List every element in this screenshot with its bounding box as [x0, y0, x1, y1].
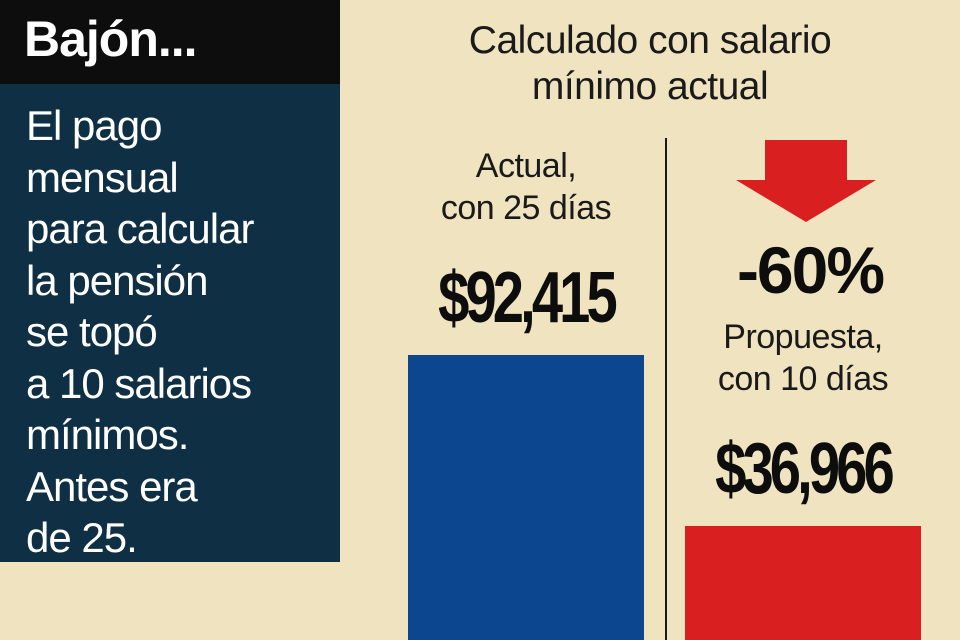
value-label-actual: $92,415 — [438, 258, 618, 338]
bar-propuesta — [685, 526, 921, 640]
panel-heading: Bajón... — [24, 11, 198, 67]
category-label-propuesta: Propuesta, con 10 días — [717, 318, 889, 398]
info-panel: Bajón... El pago mensual para calcular l… — [0, 0, 340, 562]
category-label-actual: Actual, con 25 días — [440, 147, 612, 227]
panel-text: El pago mensual para calcular la pensión… — [26, 102, 254, 561]
chart-title: Calculado con salario mínimo actual — [468, 19, 832, 108]
bar-actual — [408, 355, 644, 640]
bar-chart: Calculado con salario mínimo actual Actu… — [340, 0, 960, 640]
panel-header: Bajón... — [0, 0, 340, 84]
change-percent: -60% — [736, 233, 885, 307]
divider-line — [665, 138, 667, 640]
panel-body: El pago mensual para calcular la pensión… — [0, 84, 340, 562]
down-arrow-icon — [736, 140, 876, 222]
value-label-propuesta: $36,966 — [715, 429, 895, 509]
